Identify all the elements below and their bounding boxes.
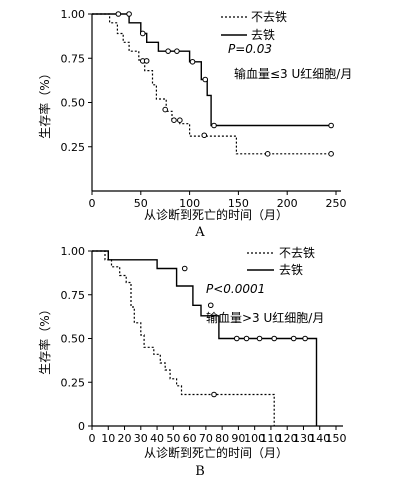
panel-b-censor-marker bbox=[233, 335, 240, 342]
panel-a-censor-marker bbox=[115, 11, 122, 17]
panel-b-label: B bbox=[195, 464, 205, 479]
panel-b-censor-marker bbox=[243, 335, 250, 342]
panel-a-x-tick-label: 50 bbox=[134, 197, 148, 210]
panel-a: 0 50 100 150 200 250 0.25 0.50 0.75 1.00 从诊断到死亡的时… bbox=[37, 8, 352, 240]
panel-a-censor-marker bbox=[162, 106, 168, 113]
panel-a-x-tick-label: 100 bbox=[179, 197, 200, 210]
panel-b-series-no-iron-chelation bbox=[92, 250, 275, 426]
panel-a-censor-marker bbox=[211, 122, 217, 129]
panel-a-series bbox=[92, 11, 334, 157]
panel-a-censor-marker bbox=[201, 132, 208, 139]
panel-a-censor-marker bbox=[177, 117, 183, 123]
panel-b-x-tick-label: 80 bbox=[215, 432, 229, 445]
panel-a-x-tick-label: 150 bbox=[228, 197, 249, 210]
panel-b-x-tick-label: 20 bbox=[118, 432, 132, 445]
panel-a-series-iron-chelation bbox=[92, 13, 332, 127]
panel-a-censor-marker bbox=[143, 58, 150, 64]
panel-b-censor-marker bbox=[271, 335, 277, 342]
panel-a-censor-marker bbox=[139, 30, 146, 37]
panel-b-censor-marker bbox=[207, 302, 214, 309]
panel-b-x-tick-label: 40 bbox=[150, 432, 164, 445]
panel-a-x-tick-label: 0 bbox=[89, 197, 96, 210]
panel-b-x-tick-label: 120 bbox=[277, 432, 298, 445]
panel-b-x-tick-label: 50 bbox=[166, 432, 180, 445]
panel-b-censor-marker bbox=[302, 335, 308, 342]
panel-b-x-tick-label: 10 bbox=[101, 432, 115, 445]
panel-b-x-tick-label: 30 bbox=[134, 432, 148, 445]
panel-b-transfusion-note: 输血量>3 U红细胞/月 bbox=[206, 310, 324, 325]
panel-b-legend-label-1: 不去铁 bbox=[279, 246, 315, 260]
panel-a-censor-marker bbox=[202, 76, 209, 83]
panel-a-legend-label-2: 去铁 bbox=[251, 28, 275, 42]
panel-b-y-tick-label: 0.75 bbox=[61, 289, 86, 302]
panel-b-x-tick-label: 130 bbox=[293, 432, 314, 445]
panel-b-x-tick-label: 60 bbox=[183, 432, 197, 445]
panel-a-legend: 不去铁 去铁 bbox=[221, 10, 287, 42]
panel-a-ticks: 0 50 100 150 200 250 0.25 0.50 0.75 1.00 bbox=[61, 8, 347, 210]
panel-a-p-value: P=0.03 bbox=[228, 42, 272, 56]
panel-a-censor-marker bbox=[174, 48, 180, 54]
panel-b-x-tick-label: 90 bbox=[231, 432, 245, 445]
panel-b-censor-marker bbox=[290, 335, 297, 342]
panel-b-legend-label-2: 去铁 bbox=[279, 263, 303, 277]
panel-a-y-axis-label: 生存率（%） bbox=[37, 67, 52, 138]
panel-b-x-tick-label: 140 bbox=[309, 432, 330, 445]
panel-b-x-tick-label: 0 bbox=[89, 432, 96, 445]
panel-b-y-tick-label: 0.50 bbox=[61, 333, 86, 346]
panel-b-censor-marker bbox=[256, 335, 263, 342]
panel-b-y-tick-label: 0.25 bbox=[61, 376, 86, 389]
panel-a-x-tick-label: 250 bbox=[326, 197, 347, 210]
panel-a-censor-marker bbox=[171, 117, 177, 123]
panel-b-series bbox=[92, 250, 318, 426]
panel-b-y-axis-label: 生存率（%） bbox=[37, 303, 52, 374]
panel-a-series-no-iron-chelation bbox=[92, 13, 332, 155]
panel-b-y-tick-label: 0 bbox=[78, 420, 85, 433]
panel-a-y-tick-label: 0.75 bbox=[61, 52, 86, 65]
panel-b-series-iron-chelation bbox=[92, 250, 318, 426]
panel-b-y-tick-label: 1.00 bbox=[61, 245, 86, 258]
panel-a-y-tick-label: 0.50 bbox=[61, 97, 86, 110]
panel-b-p-value: P<0.0001 bbox=[206, 282, 265, 296]
panel-a-transfusion-note: 输血量≤3 U红细胞/月 bbox=[234, 66, 352, 81]
panel-b-censor-marker bbox=[181, 265, 188, 272]
panel-a-censor-marker bbox=[126, 11, 132, 17]
panel-a-y-tick-label: 0.25 bbox=[61, 141, 86, 154]
panel-a-legend-label-1: 不去铁 bbox=[251, 10, 287, 24]
panel-b-x-tick-label: 70 bbox=[199, 432, 213, 445]
panel-a-x-axis-label: 从诊断到死亡的时间（月） bbox=[144, 207, 288, 222]
panel-a-label: A bbox=[194, 225, 205, 240]
panel-b-x-tick-label: 110 bbox=[260, 432, 281, 445]
panel-a-y-tick-label: 1.00 bbox=[61, 8, 86, 21]
panel-a-x-tick-label: 200 bbox=[277, 197, 298, 210]
panel-b-x-tick-label: 150 bbox=[326, 432, 347, 445]
panel-a-censor-marker bbox=[165, 48, 171, 54]
panel-b-legend: 不去铁 去铁 bbox=[247, 246, 315, 277]
panel-b-x-tick-label: 100 bbox=[244, 432, 265, 445]
panel-b-x-axis-label: 从诊断到死亡的时间（月） bbox=[144, 445, 288, 460]
panel-a-censor-marker bbox=[189, 58, 196, 65]
panel-a-censor-marker bbox=[264, 151, 271, 157]
panel-a-censor-marker bbox=[328, 122, 334, 129]
panel-a-censor-marker bbox=[328, 151, 334, 157]
panel-b-censor-marker bbox=[211, 391, 217, 398]
